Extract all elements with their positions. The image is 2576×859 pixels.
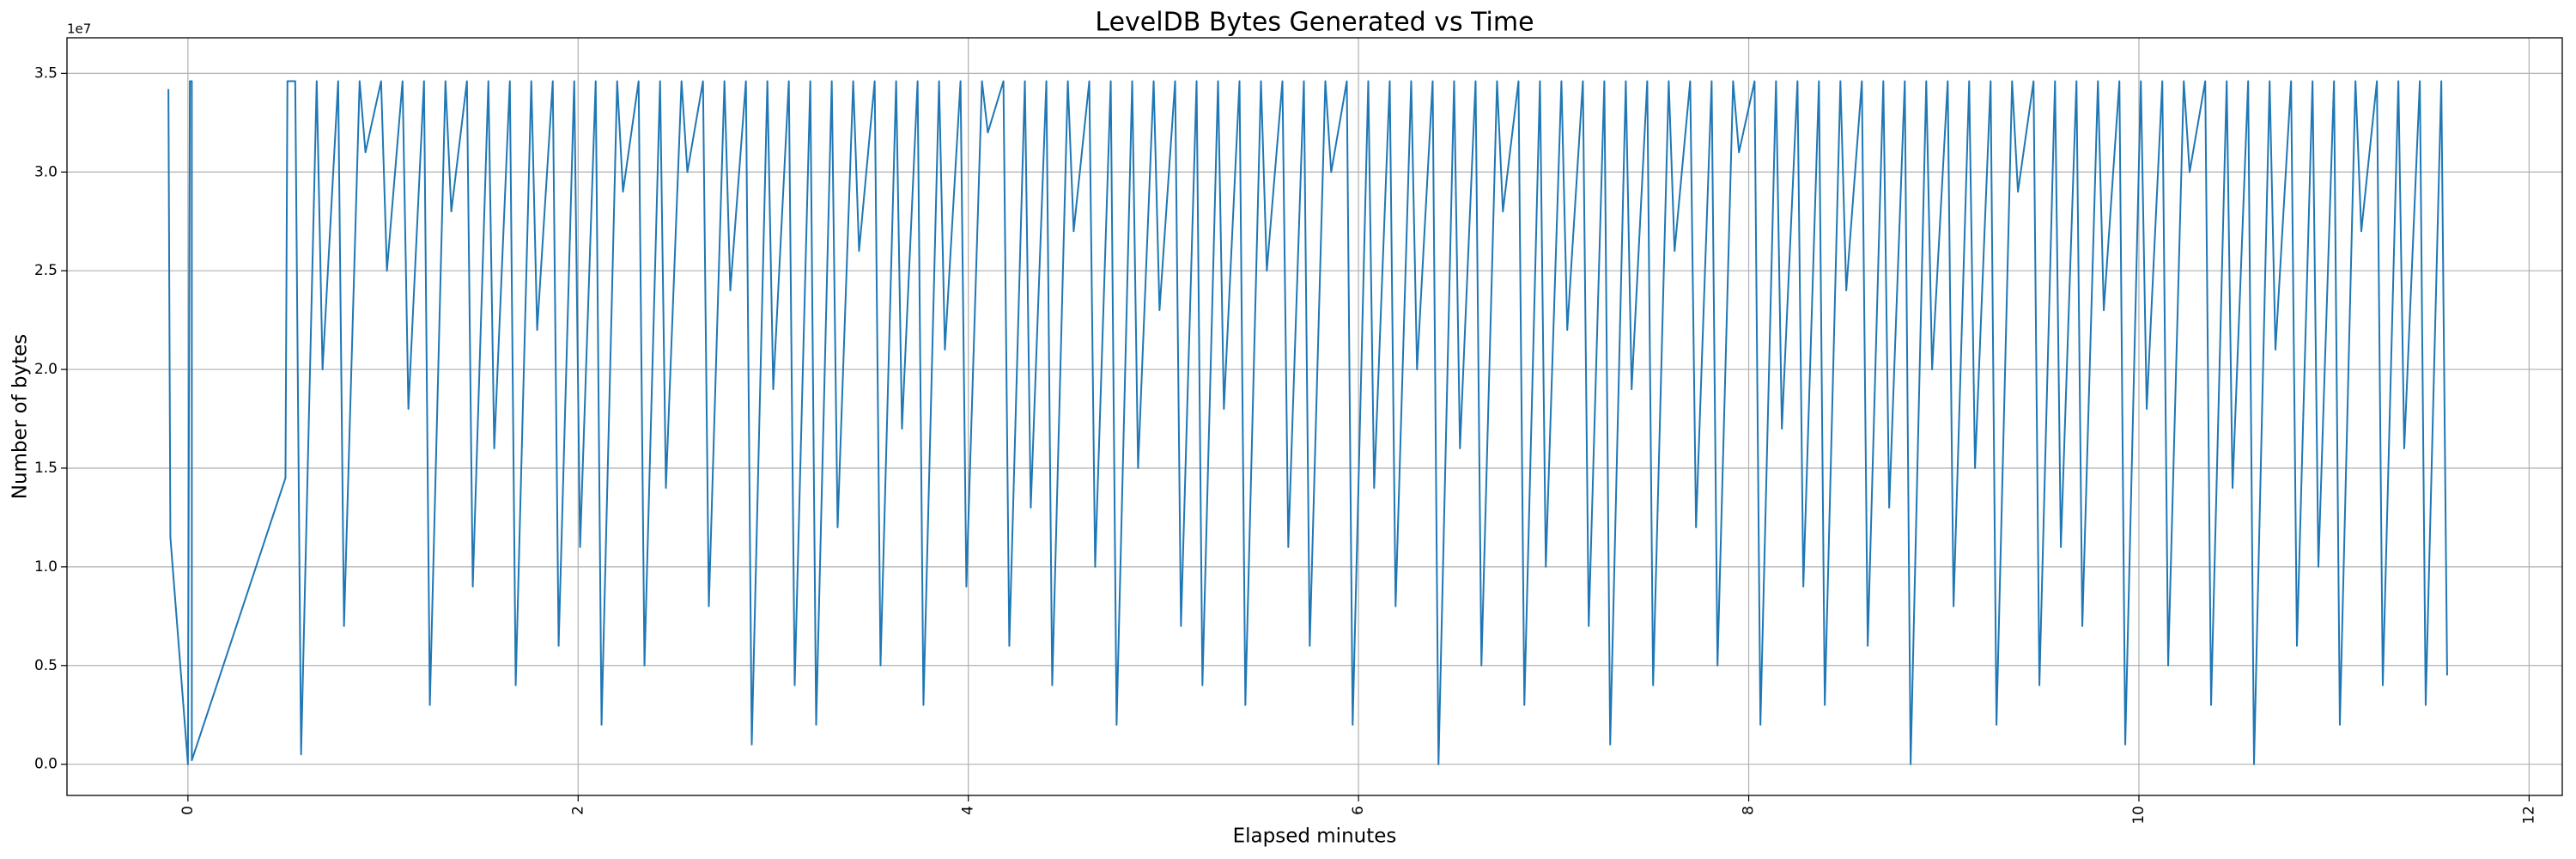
y-tick-label: 1.5 [34,460,58,477]
x-tick-label: 10 [2130,806,2148,825]
y-tick-label: 3.5 [34,64,58,82]
plot-frame [66,37,2563,796]
y-axis-label: Number of bytes [9,334,32,500]
y-offset-label: 1e7 [67,21,91,37]
data-line [167,80,2448,765]
x-tick-label: 12 [2520,806,2537,825]
y-tick-label: 3.0 [34,163,58,180]
x-tick-label: 0 [179,806,197,815]
y-tick-label: 2.5 [34,262,58,279]
y-tick-label: 2.0 [34,361,58,378]
y-tick-label: 0.0 [34,756,58,773]
x-tick-label: 8 [1741,806,1758,815]
x-axis-label: Elapsed minutes [1233,825,1397,848]
x-tick-label: 2 [569,806,586,815]
y-tick-label: 0.5 [34,657,58,674]
x-tick-label: 4 [960,806,977,815]
x-tick-label: 6 [1350,806,1367,815]
chart-title: LevelDB Bytes Generated vs Time [1095,8,1534,38]
y-tick-label: 1.0 [34,558,58,576]
